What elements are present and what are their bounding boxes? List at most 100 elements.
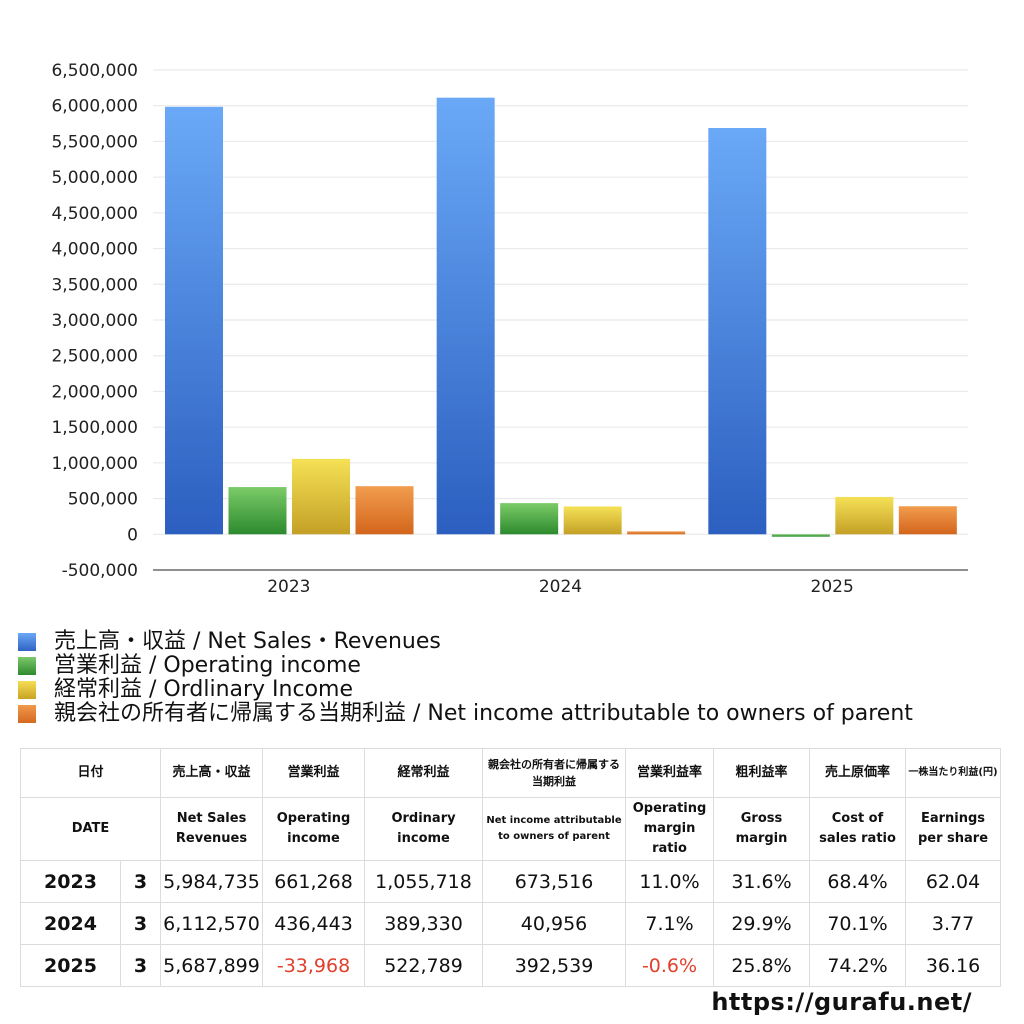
cell-ordinary: 1,055,718 xyxy=(364,860,484,903)
header-net-income-en: Net income attributable to owners of par… xyxy=(482,797,627,861)
header-gross-margin-ja: 粗利益率 xyxy=(713,748,811,798)
cell-gross-margin: 25.8% xyxy=(713,944,811,987)
bar-sales xyxy=(708,128,767,535)
header-gross-margin-en: Gross margin xyxy=(713,797,811,861)
cell-ordinary: 522,789 xyxy=(364,944,484,987)
y-tick-label: 0 xyxy=(127,525,138,545)
y-tick-label: 3,500,000 xyxy=(51,275,138,295)
cell-cost-ratio: 70.1% xyxy=(809,902,907,945)
header-sales-ja: 売上高・収益 xyxy=(160,748,264,798)
bar-net-income xyxy=(355,486,414,535)
y-tick-label: 1,500,000 xyxy=(51,418,138,438)
header-net-income-ja: 親会社の所有者に帰属する当期利益 xyxy=(482,748,627,798)
y-tick-label: 6,000,000 xyxy=(51,97,138,117)
bar-chart: 6,500,000 6,000,000 5,500,000 5,000,000 4,50… xyxy=(51,61,968,597)
table-row: 2023 3 5,984,735 661,268 1,055,718 673,5… xyxy=(20,860,1002,903)
cell-sales: 5,687,899 xyxy=(160,944,264,987)
bar-operating xyxy=(228,487,287,535)
legend-label: 親会社の所有者に帰属する当期利益 / Net income attributab… xyxy=(54,701,913,726)
bar-operating xyxy=(500,503,559,535)
header-row-ja: 日付 売上高・収益 営業利益 経常利益 親会社の所有者に帰属する当期利益 営業利… xyxy=(19,748,1002,798)
header-op-margin-en: Operating margin ratio xyxy=(625,797,715,861)
y-tick-label: 2,000,000 xyxy=(51,382,138,402)
y-tick-label: 1,000,000 xyxy=(51,454,138,474)
cell-month: 3 xyxy=(119,860,162,903)
cell-gross-margin: 29.9% xyxy=(713,902,811,945)
bar-sales xyxy=(165,106,223,535)
y-tick-label: 4,000,000 xyxy=(51,240,138,260)
cell-year: 2025 xyxy=(20,944,121,987)
y-tick-label: 6,500,000 xyxy=(51,61,138,81)
cell-net-income: 40,956 xyxy=(482,902,627,945)
bar-net-income xyxy=(898,506,957,535)
cell-eps: 36.16 xyxy=(905,944,1002,987)
cell-operating: -33,968 xyxy=(262,944,366,987)
cell-cost-ratio: 68.4% xyxy=(809,860,907,903)
x-tick-label: 2024 xyxy=(539,577,582,597)
header-sales-en: Net Sales Revenues xyxy=(160,797,264,861)
legend-label: 売上高・収益 / Net Sales・Revenues xyxy=(54,629,441,654)
header-op-margin-ja: 営業利益率 xyxy=(625,748,715,798)
cell-cost-ratio: 74.2% xyxy=(809,944,907,987)
header-date-en: DATE xyxy=(19,797,162,861)
chart-area: 6,500,000 6,000,000 5,500,000 5,000,000 4,50… xyxy=(51,61,968,597)
legend-label: 営業利益 / Operating income xyxy=(54,653,361,678)
cell-gross-margin: 31.6% xyxy=(713,860,811,903)
legend-swatch-sales xyxy=(18,633,36,651)
y-tick-label: 4,500,000 xyxy=(51,204,138,224)
x-tick-label: 2025 xyxy=(811,577,854,597)
bar-net-income xyxy=(627,531,686,535)
legend-item: 親会社の所有者に帰属する当期利益 / Net income attributab… xyxy=(18,702,1018,726)
y-tick-label: 5,500,000 xyxy=(51,132,138,152)
cell-eps: 62.04 xyxy=(905,860,1002,903)
cell-sales: 6,112,570 xyxy=(160,902,264,945)
bar-ordinary xyxy=(292,458,350,535)
legend-item: 売上高・収益 / Net Sales・Revenues xyxy=(18,630,1018,654)
cell-op-margin: 11.0% xyxy=(625,860,715,903)
header-eps-ja: 一株当たり利益(円) xyxy=(905,748,1002,798)
cell-eps: 3.77 xyxy=(905,902,1002,945)
cell-year: 2024 xyxy=(20,902,121,945)
y-tick-label: 2,500,000 xyxy=(51,347,138,367)
header-ordinary-ja: 経常利益 xyxy=(364,748,484,798)
header-eps-en: Earnings per share xyxy=(905,797,1002,861)
data-table: 日付 売上高・収益 営業利益 経常利益 親会社の所有者に帰属する当期利益 営業利… xyxy=(19,748,1002,987)
header-date-ja: 日付 xyxy=(19,748,162,798)
header-cost-ratio-ja: 売上原価率 xyxy=(809,748,907,798)
legend-item: 経常利益 / Ordlinary Income xyxy=(18,678,1018,702)
bar-ordinary xyxy=(835,496,894,535)
y-tick-label: 5,000,000 xyxy=(51,168,138,188)
legend-swatch-ordinary xyxy=(18,681,36,699)
cell-net-income: 392,539 xyxy=(482,944,627,987)
y-tick-label: 500,000 xyxy=(68,490,138,510)
cell-operating: 661,268 xyxy=(262,860,366,903)
legend-item: 営業利益 / Operating income xyxy=(18,654,1018,678)
legend: 売上高・収益 / Net Sales・Revenues 営業利益 / Opera… xyxy=(18,630,1018,726)
y-tick-label: 3,000,000 xyxy=(51,311,138,331)
legend-swatch-net-income xyxy=(18,705,36,723)
site-url[interactable]: https://gurafu.net/ xyxy=(711,988,972,1016)
header-operating-ja: 営業利益 xyxy=(262,748,366,798)
bar-sales xyxy=(436,97,495,535)
cell-month: 3 xyxy=(119,902,162,945)
cell-sales: 5,984,735 xyxy=(160,860,264,903)
cell-month: 3 xyxy=(119,944,162,987)
bar-ordinary xyxy=(563,506,622,535)
cell-operating: 436,443 xyxy=(262,902,366,945)
header-row-en: DATE Net Sales Revenues Operating income… xyxy=(19,797,1002,861)
table-row: 2025 3 5,687,899 -33,968 522,789 392,539… xyxy=(20,944,1002,987)
table-row: 2024 3 6,112,570 436,443 389,330 40,956 … xyxy=(20,902,1002,945)
header-cost-ratio-en: Cost of sales ratio xyxy=(809,797,907,861)
x-tick-label: 2023 xyxy=(267,577,310,597)
legend-swatch-operating xyxy=(18,657,36,675)
legend-label: 経常利益 / Ordlinary Income xyxy=(54,677,353,702)
y-tick-label: -500,000 xyxy=(62,561,138,581)
header-operating-en: Operating income xyxy=(262,797,366,861)
cell-ordinary: 389,330 xyxy=(364,902,484,945)
header-ordinary-en: Ordinary income xyxy=(364,797,484,861)
cell-op-margin: 7.1% xyxy=(625,902,715,945)
cell-year: 2023 xyxy=(20,860,121,903)
bar-operating xyxy=(771,534,830,537)
cell-op-margin: -0.6% xyxy=(625,944,715,987)
cell-net-income: 673,516 xyxy=(482,860,627,903)
